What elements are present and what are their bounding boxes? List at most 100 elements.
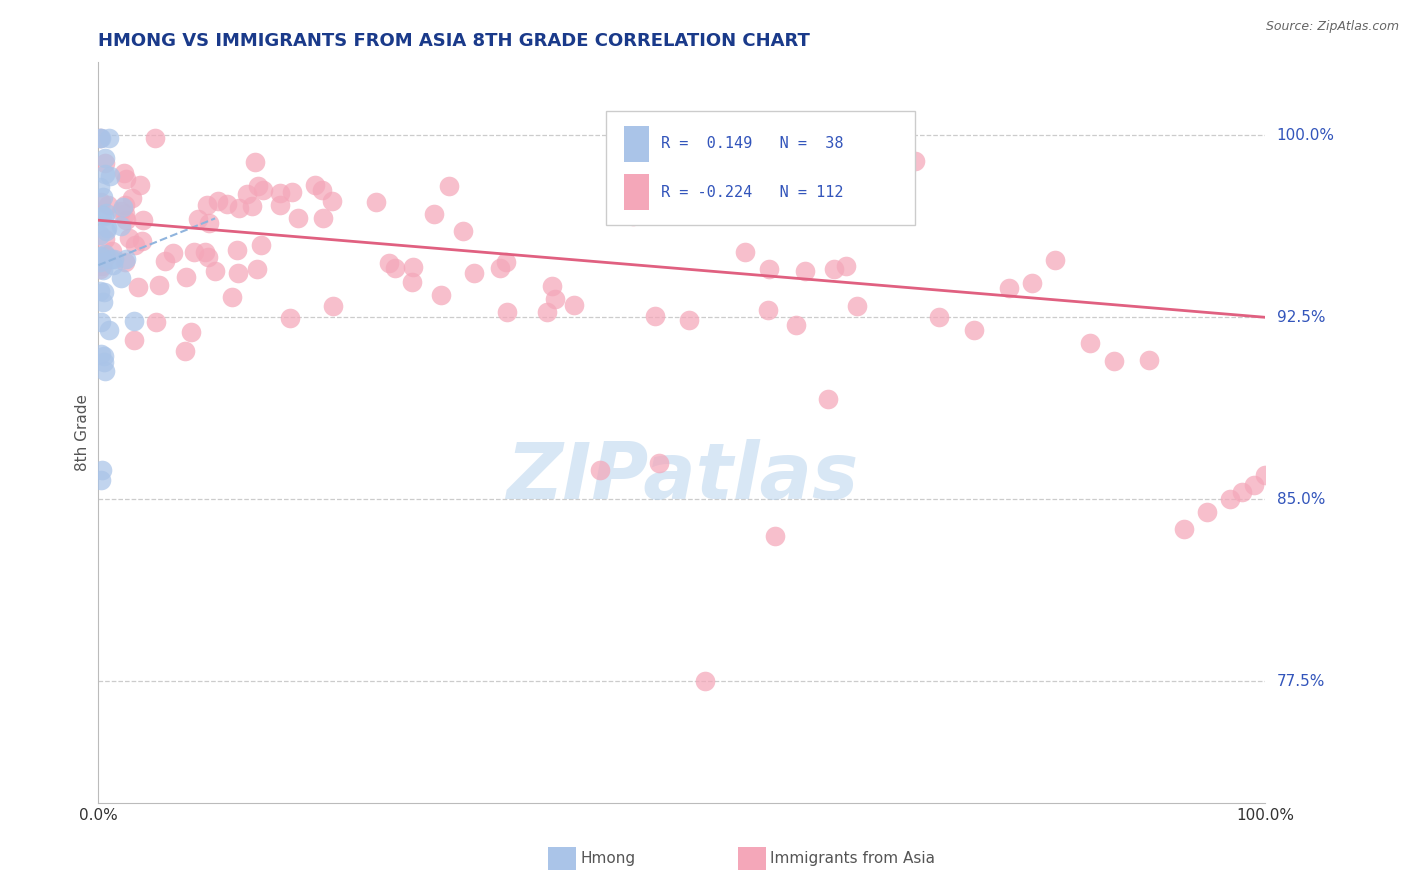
Point xyxy=(174,270,197,285)
Point xyxy=(93,355,115,369)
Point xyxy=(269,186,291,201)
Point xyxy=(100,169,122,184)
Point xyxy=(89,130,111,145)
Point xyxy=(128,178,150,192)
Point xyxy=(928,310,950,325)
Point xyxy=(90,346,112,360)
Point xyxy=(734,245,756,260)
Point xyxy=(97,198,120,212)
Point xyxy=(678,313,700,327)
Point xyxy=(246,262,269,277)
FancyBboxPatch shape xyxy=(624,174,650,210)
Point xyxy=(101,244,124,258)
Point xyxy=(98,130,121,145)
Point xyxy=(794,264,817,278)
Point xyxy=(429,288,451,302)
Point xyxy=(114,207,136,221)
Point xyxy=(1102,354,1125,368)
Point xyxy=(463,266,485,280)
Text: R = -0.224   N = 112: R = -0.224 N = 112 xyxy=(661,185,844,200)
Point xyxy=(90,194,112,209)
Point xyxy=(252,183,274,197)
Point xyxy=(143,130,166,145)
Point xyxy=(90,473,112,487)
Point xyxy=(280,311,302,326)
Point xyxy=(103,252,125,266)
Point xyxy=(114,198,136,212)
Point xyxy=(90,315,112,329)
Point xyxy=(562,298,585,312)
Point xyxy=(451,224,474,238)
Point xyxy=(94,247,117,261)
Point xyxy=(589,463,612,477)
Point xyxy=(94,249,117,263)
Point xyxy=(228,201,250,215)
Point xyxy=(437,179,460,194)
Point xyxy=(215,197,238,211)
Point xyxy=(540,278,562,293)
Text: R =  0.149   N =  38: R = 0.149 N = 38 xyxy=(661,136,844,152)
Point xyxy=(96,221,118,235)
Point xyxy=(1243,478,1265,492)
Point xyxy=(90,130,112,145)
Point xyxy=(90,208,112,222)
Point xyxy=(225,243,247,257)
Text: 85.0%: 85.0% xyxy=(1277,491,1324,507)
Point xyxy=(544,292,567,306)
Point xyxy=(90,463,112,477)
Point xyxy=(198,216,221,230)
Point xyxy=(89,255,111,269)
Point xyxy=(91,294,114,309)
Point xyxy=(247,178,270,193)
Point xyxy=(100,252,122,267)
Point xyxy=(110,270,132,285)
Point xyxy=(401,275,423,289)
Point xyxy=(89,228,111,243)
Point xyxy=(89,254,111,268)
Point xyxy=(221,290,243,304)
Point xyxy=(269,198,291,212)
Point xyxy=(249,237,271,252)
Point xyxy=(115,252,138,266)
Point xyxy=(91,190,114,204)
Point xyxy=(94,206,117,220)
Text: HMONG VS IMMIGRANTS FROM ASIA 8TH GRADE CORRELATION CHART: HMONG VS IMMIGRANTS FROM ASIA 8TH GRADE … xyxy=(98,32,810,50)
Text: 92.5%: 92.5% xyxy=(1277,310,1324,325)
Point xyxy=(131,234,153,248)
Point xyxy=(110,219,132,233)
Point xyxy=(183,244,205,259)
Point xyxy=(94,155,117,169)
Text: ZIPatlas: ZIPatlas xyxy=(506,439,858,515)
Point xyxy=(1219,492,1241,507)
Point xyxy=(785,318,807,333)
FancyBboxPatch shape xyxy=(624,126,650,161)
Point xyxy=(121,191,143,205)
Point xyxy=(763,529,786,543)
Point xyxy=(145,315,167,329)
Point xyxy=(1045,252,1067,267)
Point xyxy=(823,262,845,277)
Point xyxy=(835,259,858,273)
Point xyxy=(187,211,209,226)
Point xyxy=(94,151,117,165)
Point xyxy=(495,255,517,269)
Point xyxy=(287,211,309,225)
Point xyxy=(1080,336,1102,351)
Point xyxy=(124,238,146,252)
Text: 77.5%: 77.5% xyxy=(1277,674,1324,689)
Point xyxy=(1254,468,1277,483)
Point xyxy=(226,266,249,280)
Point xyxy=(89,262,111,277)
Point xyxy=(207,194,229,208)
Text: Source: ZipAtlas.com: Source: ZipAtlas.com xyxy=(1265,20,1399,33)
Point xyxy=(89,130,111,145)
Point xyxy=(817,392,839,406)
Point xyxy=(304,178,326,193)
Point xyxy=(94,364,117,378)
Point xyxy=(621,210,644,224)
Point xyxy=(93,167,115,181)
Point xyxy=(1230,485,1253,500)
Point xyxy=(124,333,146,347)
Point xyxy=(423,207,446,221)
Point xyxy=(194,245,217,260)
